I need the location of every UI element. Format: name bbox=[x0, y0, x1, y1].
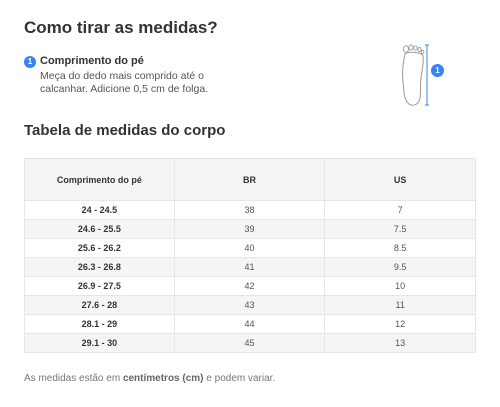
cell-us: 8.5 bbox=[324, 238, 476, 258]
footer-note-prefix: As medidas estão em bbox=[24, 373, 123, 384]
cell-us: 11 bbox=[324, 295, 476, 315]
footer-note: As medidas estão em centímetros (cm) e p… bbox=[24, 373, 275, 384]
cell-us: 10 bbox=[324, 276, 476, 296]
cell-br: 45 bbox=[173, 333, 326, 353]
cell-us: 13 bbox=[324, 333, 476, 353]
cell-foot-length: 24.6 - 25.5 bbox=[24, 219, 175, 239]
foot-measure-icon bbox=[402, 44, 429, 106]
header-us: US bbox=[324, 158, 476, 201]
table-row: 29.1 - 30 45 13 bbox=[24, 333, 476, 353]
cell-foot-length: 26.3 - 26.8 bbox=[24, 257, 175, 277]
table-row: 27.6 - 28 43 11 bbox=[24, 295, 476, 315]
cell-foot-length: 28.1 - 29 bbox=[24, 314, 175, 334]
cell-br: 42 bbox=[173, 276, 326, 296]
table-row: 26.3 - 26.8 41 9.5 bbox=[24, 257, 476, 277]
cell-br: 39 bbox=[173, 219, 326, 239]
cell-foot-length: 26.9 - 27.5 bbox=[24, 276, 175, 296]
table-row: 26.9 - 27.5 42 10 bbox=[24, 276, 476, 296]
cell-us: 12 bbox=[324, 314, 476, 334]
step-description: Meça do dedo mais comprido até o calcanh… bbox=[40, 70, 209, 95]
cell-us: 7 bbox=[324, 200, 476, 220]
cell-br: 40 bbox=[173, 238, 326, 258]
cell-br: 41 bbox=[173, 257, 326, 277]
cell-br: 44 bbox=[173, 314, 326, 334]
table-header-row: Comprimento do pé BR US bbox=[24, 158, 476, 201]
cell-foot-length: 24 - 24.5 bbox=[24, 200, 175, 220]
size-table: Comprimento do pé BR US 24 - 24.5 38 7 2… bbox=[24, 158, 476, 353]
header-br: BR bbox=[173, 158, 326, 201]
cell-foot-length: 29.1 - 30 bbox=[24, 333, 175, 353]
table-title: Tabela de medidas do corpo bbox=[24, 122, 226, 139]
cell-us: 7.5 bbox=[324, 219, 476, 239]
cell-foot-length: 25.6 - 26.2 bbox=[24, 238, 175, 258]
table-row: 24.6 - 25.5 39 7.5 bbox=[24, 219, 476, 239]
footer-note-suffix: e podem variar. bbox=[203, 373, 276, 384]
cell-us: 9.5 bbox=[324, 257, 476, 277]
table-row: 25.6 - 26.2 40 8.5 bbox=[24, 238, 476, 258]
header-foot-length: Comprimento do pé bbox=[24, 158, 175, 201]
step-title: Comprimento do pé bbox=[40, 55, 144, 67]
cell-br: 43 bbox=[173, 295, 326, 315]
table-row: 28.1 - 29 44 12 bbox=[24, 314, 476, 334]
footer-note-unit: centímetros (cm) bbox=[122, 373, 204, 384]
cell-br: 38 bbox=[173, 200, 326, 220]
page-title: Como tirar as medidas? bbox=[24, 18, 218, 37]
cell-foot-length: 27.6 - 28 bbox=[24, 295, 175, 315]
step-number-badge: 1 bbox=[24, 56, 36, 68]
illustration-badge: 1 bbox=[431, 64, 444, 77]
table-row: 24 - 24.5 38 7 bbox=[24, 200, 476, 220]
